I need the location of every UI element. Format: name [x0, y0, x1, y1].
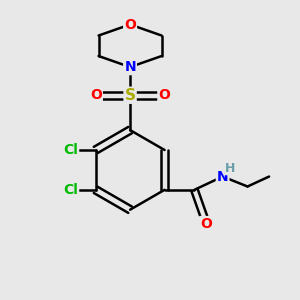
- Text: O: O: [158, 88, 170, 102]
- Text: O: O: [200, 217, 212, 231]
- Text: S: S: [124, 88, 136, 103]
- Text: Cl: Cl: [63, 143, 78, 157]
- Text: Cl: Cl: [63, 183, 78, 197]
- Text: O: O: [90, 88, 102, 102]
- Text: O: O: [124, 17, 136, 32]
- Text: H: H: [225, 162, 235, 175]
- Text: N: N: [217, 169, 228, 184]
- Text: N: N: [124, 60, 136, 74]
- Text: N: N: [124, 60, 136, 74]
